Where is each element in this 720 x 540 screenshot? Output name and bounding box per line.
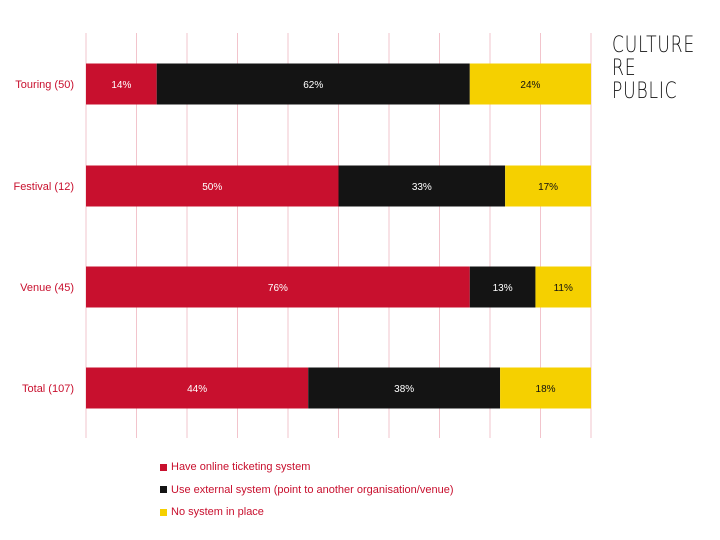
category-label-2: Venue (45) bbox=[20, 282, 74, 294]
logo-line-2: RE bbox=[612, 56, 637, 81]
logo-line-3: PUBLIC bbox=[612, 79, 678, 104]
data-label-online-3: 44% bbox=[187, 384, 207, 395]
logo-line-1: CULTURE bbox=[612, 33, 696, 58]
data-label-none-1: 17% bbox=[538, 182, 558, 193]
legend-item-online: Have online ticketing system bbox=[160, 456, 454, 479]
legend-swatch-online bbox=[160, 463, 167, 471]
bar-external-3 bbox=[308, 367, 501, 409]
data-label-none-0: 24% bbox=[520, 80, 540, 91]
bar-none-3 bbox=[500, 367, 591, 409]
legend-swatch-external bbox=[160, 486, 167, 494]
legend-swatch-none bbox=[160, 508, 167, 516]
legend-item-external: Use external system (point to another or… bbox=[160, 479, 454, 502]
legend-label-none: No system in place bbox=[171, 506, 264, 519]
bar-online-3 bbox=[86, 367, 309, 409]
bar-external-1 bbox=[338, 165, 506, 207]
legend-item-none: No system in place bbox=[160, 501, 454, 524]
category-label-3: Total (107) bbox=[22, 383, 74, 395]
category-label-1: Festival (12) bbox=[13, 181, 74, 193]
bar-none-1 bbox=[505, 165, 591, 207]
data-label-none-3: 18% bbox=[536, 384, 556, 395]
data-label-external-3: 38% bbox=[394, 384, 414, 395]
bar-none-0 bbox=[469, 63, 591, 105]
bar-external-2 bbox=[469, 266, 536, 308]
data-label-external-0: 62% bbox=[303, 80, 323, 91]
data-label-online-0: 14% bbox=[111, 80, 131, 91]
bar-online-1 bbox=[86, 165, 339, 207]
data-label-online-1: 50% bbox=[202, 182, 222, 193]
data-label-external-1: 33% bbox=[412, 182, 432, 193]
culture-republic-logo: CULTURE RE PUBLIC bbox=[612, 33, 696, 104]
chart-legend: Have online ticketing system Use externa… bbox=[160, 456, 454, 524]
category-label-0: Touring (50) bbox=[15, 79, 74, 91]
data-label-online-2: 76% bbox=[268, 283, 288, 294]
data-label-none-2: 11% bbox=[554, 283, 573, 294]
legend-label-online: Have online ticketing system bbox=[171, 461, 311, 474]
legend-label-external: Use external system (point to another or… bbox=[171, 483, 454, 496]
bar-external-0 bbox=[156, 63, 470, 105]
bar-none-2 bbox=[535, 266, 591, 308]
bar-online-0 bbox=[86, 63, 157, 105]
data-label-external-2: 13% bbox=[493, 283, 513, 294]
bar-online-2 bbox=[86, 266, 470, 308]
